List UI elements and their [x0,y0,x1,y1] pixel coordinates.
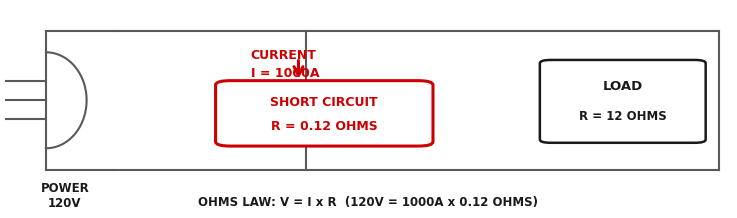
Text: I = 1000A: I = 1000A [251,66,319,80]
FancyBboxPatch shape [215,81,433,146]
Text: R = 0.12 OHMS: R = 0.12 OHMS [271,120,377,133]
FancyBboxPatch shape [539,60,705,143]
Text: CURRENT: CURRENT [251,49,316,62]
Text: R = 12 OHMS: R = 12 OHMS [579,110,667,123]
Text: LOAD: LOAD [603,80,643,93]
Text: SHORT CIRCUIT: SHORT CIRCUIT [270,96,378,109]
Text: OHMS LAW: V = I x R  (120V = 1000A x 0.12 OHMS): OHMS LAW: V = I x R (120V = 1000A x 0.12… [198,196,539,209]
Text: POWER
120V: POWER 120V [41,182,89,210]
